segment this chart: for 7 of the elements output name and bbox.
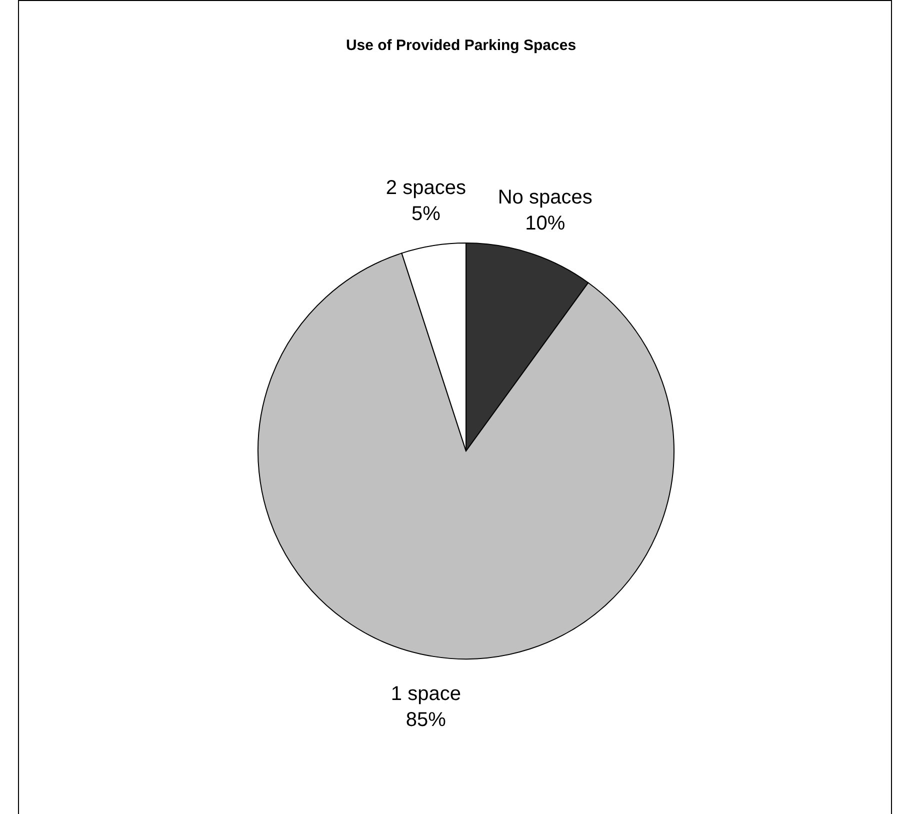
chart-title: Use of Provided Parking Spaces <box>346 37 576 54</box>
slice-label: No spaces <box>498 186 592 209</box>
slice-label: 2 spaces <box>386 177 466 200</box>
slice-label: 1 space <box>390 682 461 705</box>
data-label: 5% <box>412 203 441 226</box>
data-label: 85% <box>406 708 446 731</box>
data-label: 10% <box>525 212 566 235</box>
